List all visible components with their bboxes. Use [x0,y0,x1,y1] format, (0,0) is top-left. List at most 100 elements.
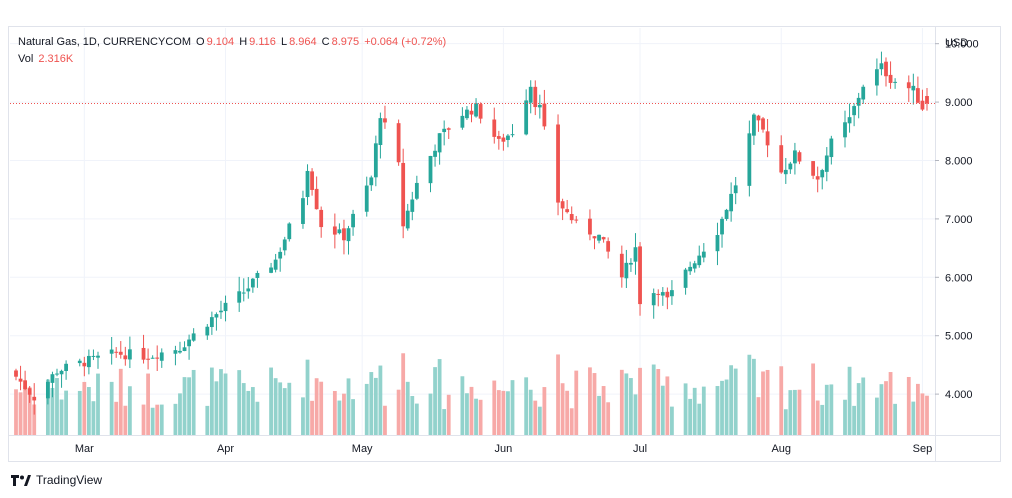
candle-body [50,374,55,383]
volume-bar [501,390,506,435]
volume-bar [191,369,196,435]
volume-bar [64,390,69,435]
x-tick-label: Sep [913,443,933,455]
volume-bar [314,378,319,435]
candle-body [683,269,688,288]
volume-bar [250,387,255,435]
volume-bar [182,377,187,435]
volume-bar [342,393,346,435]
open-value: 9.104 [206,36,235,48]
candle-body [843,122,847,138]
candle-body [378,118,383,146]
candle-body [241,292,246,294]
volume-bar [378,365,383,435]
volume-bar [269,367,273,435]
candle-body [23,380,28,390]
candle-body [569,214,574,221]
volume-bar [852,405,857,435]
candle-body [619,253,624,278]
candle-body [496,136,501,139]
volume-bar [77,390,82,435]
candle-body [373,143,378,178]
candle-body [469,110,474,115]
volume-bar [492,380,497,435]
candle-body [820,170,825,178]
candle-body [64,363,69,371]
volume-bar [114,401,119,435]
volume-bar [50,387,55,435]
volume-bar [715,386,720,435]
y-tick-label: 7.000 [945,214,973,226]
volume-bar [560,383,565,435]
y-tick-label: 6.000 [945,272,973,284]
candle-body [109,349,114,354]
candle-body [314,188,319,210]
candle-body [433,150,437,157]
volume-bar [765,369,770,435]
volume-bar [660,385,665,435]
volume-bar [433,367,437,435]
candle-body [688,266,693,272]
volume-bar [606,402,611,435]
candle-body [492,119,497,137]
volume-bar [82,381,87,435]
volume-bar [305,359,310,435]
volume-bar [597,395,601,435]
volume-bar [373,377,378,435]
volume-legend: Vol 2.316K [18,53,75,65]
candle-body [273,259,278,270]
candle-body [410,199,415,212]
candle-body [724,209,729,219]
y-tick-label: 8.000 [945,155,973,167]
volume-bar [91,401,96,435]
currency-label: USD [945,37,968,49]
volume-bar [569,408,574,435]
candle-body [127,349,132,360]
volume-bar [588,367,592,435]
volume-bar [310,400,314,435]
volume-bar [109,381,114,435]
high-value: 9.116 [249,36,276,48]
volume-bar [465,393,469,435]
candle-body [574,219,579,221]
candle-body [747,133,752,186]
candle-body [888,74,893,83]
chart-frame[interactable]: USD 10.000 9.000 8.000 7.000 6.000 5.000 4.000 M… [8,26,1001,462]
tradingview-footer[interactable]: TradingView [10,472,102,488]
volume-bar [670,406,674,435]
volume-bar [542,387,547,435]
candle-body [692,263,697,269]
candle-body [187,339,191,347]
candle-body [55,373,59,375]
candle-body [250,278,255,288]
volume-bar [474,398,478,435]
candle-body [346,228,351,242]
candle-body [77,360,82,364]
volume-bar [665,376,670,435]
volume-bar [874,397,879,435]
candle-body [925,96,929,104]
candle-body [96,355,100,358]
volume-bar [369,372,374,435]
volume-bar [601,386,606,435]
candle-body [565,209,570,213]
volume-bar [401,353,406,435]
volume-bar [692,387,697,435]
volume-bar [414,403,419,435]
volume-bar [287,382,292,435]
candle-body [729,193,734,212]
candle-body [629,262,633,265]
candle-body [537,104,542,108]
volume-bar [45,379,50,435]
volume-label: Vol [18,53,34,65]
volume-bar [783,409,788,435]
x-tick-label: Jun [495,443,513,455]
low-value: 8.964 [289,36,317,48]
volume-bar [847,366,852,435]
candle-body [428,155,433,184]
volume-bar [510,380,515,435]
volume-bar [150,407,155,435]
volume-bar [364,383,369,435]
volume-bar [14,389,18,435]
